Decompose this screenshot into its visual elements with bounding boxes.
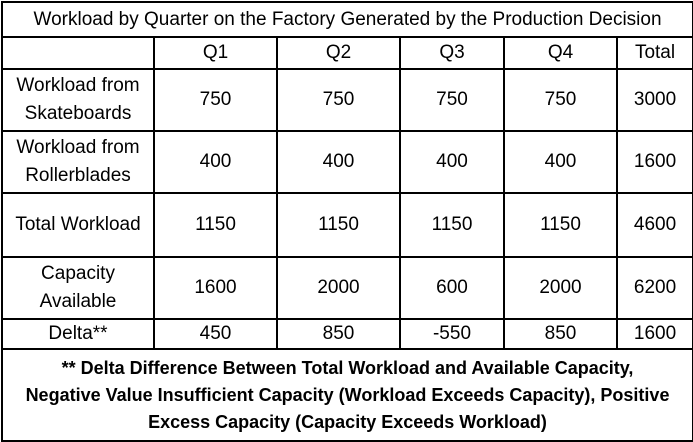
- footnote-line: Negative Value Insufficient Capacity (Wo…: [25, 384, 670, 405]
- footnote-line: Excess Capacity (Capacity Exceeds Worklo…: [148, 411, 547, 432]
- table-cell: 3000: [615, 68, 693, 132]
- table-title: Workload by Quarter on the Factory Gener…: [0, 1, 693, 38]
- row-label-line: Workload from: [16, 75, 140, 96]
- table-cell: 850: [276, 318, 401, 350]
- table-row: Total Workload 1150 1150 1150 1150 4600: [1, 192, 693, 258]
- row-label-line: Capacity: [41, 263, 115, 284]
- row-label-line: Skateboards: [24, 103, 132, 124]
- header-cell-total: Total: [615, 36, 693, 70]
- header-cell-blank: [1, 36, 155, 70]
- header-cell-q3: Q3: [399, 36, 505, 70]
- row-label: Total Workload: [1, 192, 155, 258]
- row-label-line: Rollerblades: [25, 165, 131, 186]
- footnote-line: ** Delta Difference Between Total Worklo…: [61, 357, 634, 378]
- row-label-line: Available: [39, 291, 117, 312]
- table-cell: 400: [153, 130, 278, 194]
- table-row: Workload from Rollerblades 400 400 400 4…: [1, 130, 693, 194]
- table-cell: 750: [399, 68, 505, 132]
- row-label-line: Delta**: [48, 323, 108, 344]
- row-label-line: Workload from: [16, 137, 140, 158]
- table-cell: 400: [503, 130, 618, 194]
- footnote: ** Delta Difference Between Total Worklo…: [0, 348, 693, 442]
- header-cell-q4: Q4: [503, 36, 618, 70]
- table-cell: 750: [503, 68, 618, 132]
- table-cell: 1600: [615, 318, 693, 350]
- table-cell: 1150: [503, 192, 618, 258]
- row-label: Workload from Skateboards: [1, 68, 155, 132]
- table-cell: 1600: [615, 130, 693, 194]
- header-cell-q1: Q1: [153, 36, 278, 70]
- row-label: Delta**: [1, 318, 155, 350]
- table-cell: 750: [153, 68, 278, 132]
- row-label: Workload from Rollerblades: [1, 130, 155, 194]
- table-cell: 400: [399, 130, 505, 194]
- table-cell: 6200: [615, 256, 693, 320]
- table-row: Capacity Available 1600 2000 600 2000 62…: [1, 256, 693, 320]
- table-cell: 1600: [153, 256, 278, 320]
- table-cell: 1150: [399, 192, 505, 258]
- table-cell: -550: [399, 318, 505, 350]
- table-cell: 1150: [276, 192, 401, 258]
- table-cell: 850: [503, 318, 618, 350]
- header-cell-q2: Q2: [276, 36, 401, 70]
- row-label: Capacity Available: [1, 256, 155, 320]
- table-cell: 400: [276, 130, 401, 194]
- table-row: Workload from Skateboards 750 750 750 75…: [1, 68, 693, 132]
- header-row: Q1 Q2 Q3 Q4 Total: [1, 36, 693, 70]
- row-label-line: Total Workload: [15, 214, 141, 235]
- table-cell: 600: [399, 256, 505, 320]
- table-cell: 2000: [276, 256, 401, 320]
- table-cell: 4600: [615, 192, 693, 258]
- table-cell: 2000: [503, 256, 618, 320]
- table-row: Delta** 450 850 -550 850 1600: [1, 318, 693, 350]
- table-cell: 1150: [153, 192, 278, 258]
- table-cell: 750: [276, 68, 401, 132]
- table-cell: 450: [153, 318, 278, 350]
